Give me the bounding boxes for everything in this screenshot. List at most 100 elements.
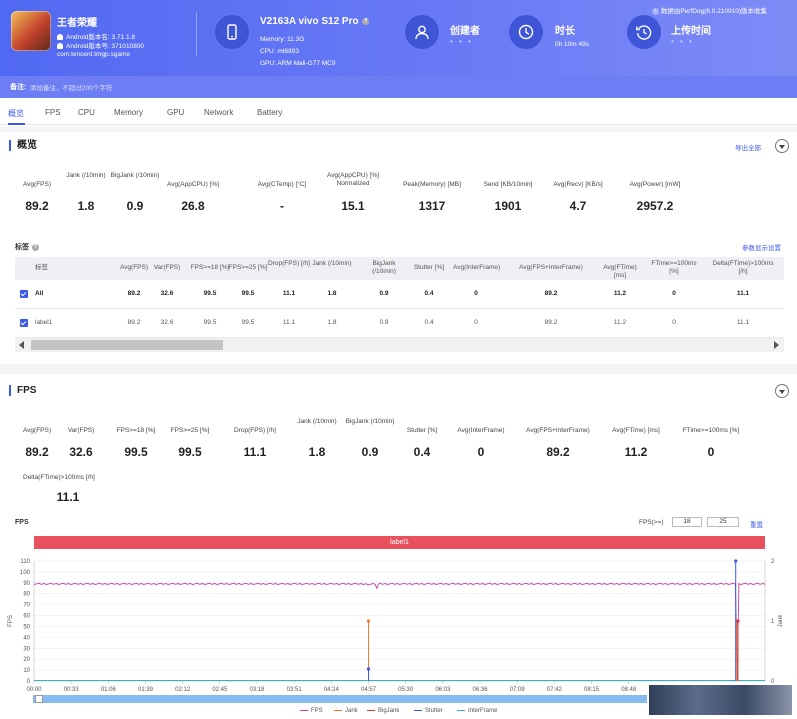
y-tick-label: 0 [27, 679, 31, 685]
table-cell: 99.5 [241, 290, 255, 297]
column-header: Avg(FPS) [119, 264, 149, 271]
fps-metric-value: 99.5 [124, 445, 148, 459]
table-scrollbar[interactable] [15, 338, 784, 352]
metric-label: Avg(FPS) [22, 181, 52, 188]
fps-metric-value: 0.4 [413, 445, 431, 459]
fps-chart[interactable]: 0 10 20 30 40 50 60 70 80 90 100 110 0 1 2 FPS Jank 00:00… [0, 551, 797, 708]
legend-line-icon [367, 709, 375, 711]
y2-tick-label: 1 [771, 619, 775, 625]
y-tick-label: 70 [23, 603, 30, 609]
app-package: com.tencent.tmgp.sgame [57, 51, 130, 58]
creator-label: 创建者 [450, 26, 480, 37]
metric-label: Send [KB/10min] [483, 181, 533, 188]
fps-threshold-input-1[interactable]: 18 [672, 517, 702, 527]
duration-value: 0h 10m 49s [555, 41, 589, 48]
table-cell: 89.2 [127, 290, 141, 297]
tab-fps[interactable]: FPS [45, 108, 61, 117]
android-version-name: Android版本名: 3.71.1.8 [57, 31, 135, 41]
legend-item[interactable]: BigJank [367, 708, 399, 714]
column-header: Delta(FTime)>100ms [/h] [712, 260, 774, 275]
metric-value: 26.8 [181, 199, 205, 213]
time-range-slider[interactable] [33, 695, 647, 703]
table-cell: All [35, 290, 44, 297]
section-gap [0, 364, 797, 374]
legend-label: InterFrame [468, 708, 498, 714]
table-cell: 1.8 [327, 290, 337, 297]
upload-label: 上传时间 [671, 26, 711, 37]
column-header: Avg( [782, 264, 784, 272]
column-header: BigJank (/10min) [372, 260, 396, 275]
metric-label: Avg(AppCPU) [%] Normalized [327, 172, 379, 187]
tab-overview[interactable]: 概览 [8, 109, 24, 118]
y-axis-label: FPS [8, 615, 14, 627]
y2-tick-label: 0 [771, 679, 775, 685]
table-cell: 11.1 [736, 290, 750, 297]
legend-item[interactable]: InterFrame [457, 708, 497, 714]
export-all-link[interactable]: 导出全部 [735, 145, 761, 152]
table-cell: 0 [474, 290, 478, 297]
tags-table: 标签 Avg(FPS) Var(FPS) FPS>=18 [%] FPS>=25 [%]… [15, 257, 784, 352]
fps-metric-value: 0 [477, 445, 485, 459]
collapse-fps-button[interactable] [775, 384, 789, 398]
tab-battery[interactable]: Battery [257, 108, 283, 117]
display-settings-link[interactable]: 参数显示设置 [742, 245, 781, 252]
metric-value: - [280, 199, 284, 213]
scroll-right-icon[interactable] [774, 341, 779, 349]
table-cell: 1.8 [327, 319, 337, 326]
tab-cpu[interactable]: CPU [78, 108, 95, 117]
header-divider [196, 12, 197, 56]
y-tick-label: 50 [23, 624, 30, 630]
y-tick-label: 30 [23, 646, 30, 652]
scrollbar-thumb[interactable] [31, 340, 223, 350]
y-tick-label: 80 [23, 592, 30, 598]
metric-label: Avg(AppCPU) [%] [167, 181, 219, 188]
y-tick-label: 100 [20, 570, 31, 576]
fps-chart-title: FPS [15, 519, 29, 526]
table-cell: 89.2 [544, 319, 558, 326]
scroll-left-icon[interactable] [19, 341, 24, 349]
table-row[interactable]: All 89.2 32.6 99.5 99.5 11.1 1.8 0.9 0.4 0 89.2 11.… [15, 280, 784, 309]
collapse-overview-button[interactable] [775, 139, 789, 153]
tags-title: 标签 ? [15, 243, 39, 251]
version-note: i 数据由PerfDog(6.0.210910)版本收集 [651, 5, 767, 15]
legend-label: FPS [311, 708, 323, 714]
fps-metric-label: Avg(FTime) [ms] [612, 427, 660, 434]
legend-line-icon [300, 709, 308, 711]
y-tick-label: 90 [23, 581, 30, 587]
help-icon: ? [31, 243, 39, 251]
column-header: Jank (/10min) [312, 260, 352, 267]
table-cell: 2 [782, 290, 784, 298]
legend-line-icon [414, 709, 422, 711]
metric-value: 15.1 [341, 199, 365, 213]
thumbnail-image [649, 685, 792, 715]
x-tick-label: 08:48 [621, 687, 637, 693]
x-tick-label: 03:51 [287, 687, 303, 693]
metric-value: 4.7 [569, 199, 587, 213]
table-cell: 0.9 [379, 319, 389, 326]
table-row[interactable]: label1 89.2 32.6 99.5 99.5 11.1 1.8 0.9 0.4 0 89.2… [15, 309, 784, 338]
table-cell: label1 [35, 319, 53, 326]
android-icon [57, 34, 63, 41]
bigjank-point [736, 619, 740, 623]
row-checkbox[interactable] [20, 290, 28, 298]
range-handle-left[interactable] [35, 695, 43, 703]
tab-network[interactable]: Network [204, 108, 234, 117]
tab-memory[interactable]: Memory [114, 108, 143, 117]
legend-item[interactable]: Jank [334, 708, 358, 714]
table-cell: 99.5 [203, 290, 217, 297]
remark-input[interactable]: 添加备注，不超过200个字符 [30, 85, 113, 92]
fps-threshold-input-2[interactable]: 25 [707, 517, 739, 527]
row-checkbox[interactable] [20, 319, 28, 327]
fps-section-title: FPS [9, 385, 36, 396]
fps-metric-label: Avg(FPS) [22, 427, 52, 434]
legend-item[interactable]: FPS [300, 708, 323, 714]
metric-label: Avg(Recv) [KB/s] [553, 181, 603, 188]
tab-gpu[interactable]: GPU [167, 108, 185, 117]
reset-link[interactable]: 重置 [750, 522, 763, 529]
legend-item[interactable]: Stutter [414, 708, 443, 714]
label-band[interactable]: label1 [34, 536, 765, 549]
fps-metric-value: 89.2 [546, 445, 570, 459]
remark-bar: 备注: 添加备注，不超过200个字符 [0, 76, 797, 98]
legend-line-icon [457, 709, 465, 711]
table-cell: 32.6 [160, 290, 174, 297]
